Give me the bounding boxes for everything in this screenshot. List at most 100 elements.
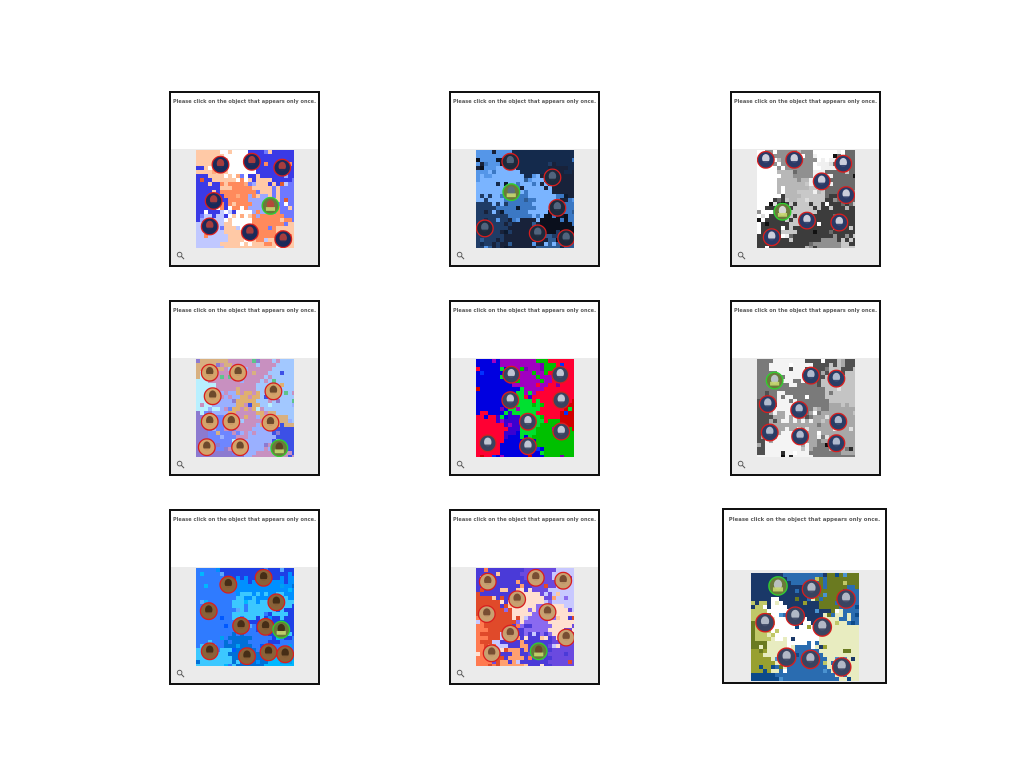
magnifier-icon[interactable] [737, 460, 746, 469]
object-token[interactable] [476, 219, 494, 238]
object-token[interactable] [273, 158, 292, 177]
magnifier-icon[interactable] [176, 460, 185, 469]
object-token[interactable] [267, 593, 286, 612]
object-board[interactable] [476, 150, 574, 248]
unique-object-token[interactable] [773, 202, 792, 221]
object-token[interactable] [552, 391, 571, 410]
object-token[interactable] [211, 155, 230, 174]
object-token[interactable] [538, 603, 557, 622]
magnifier-icon[interactable] [737, 251, 746, 260]
object-token[interactable] [231, 438, 250, 457]
object-token[interactable] [232, 616, 251, 635]
object-token[interactable] [791, 427, 810, 446]
object-token[interactable] [829, 412, 848, 431]
object-token[interactable] [508, 590, 527, 609]
object-token[interactable] [548, 198, 567, 217]
object-token[interactable] [790, 400, 809, 419]
object-token[interactable] [557, 229, 574, 248]
object-token[interactable] [222, 412, 241, 431]
object-token[interactable] [276, 645, 294, 664]
object-token[interactable] [200, 412, 219, 431]
object-board[interactable] [757, 150, 855, 248]
object-token[interactable] [785, 606, 806, 627]
object-token[interactable] [812, 172, 831, 191]
object-token[interactable] [259, 643, 278, 662]
object-board[interactable] [196, 150, 294, 248]
object-token[interactable] [776, 647, 797, 668]
object-token[interactable] [482, 644, 501, 663]
object-token[interactable] [502, 365, 521, 384]
object-token[interactable] [254, 568, 273, 587]
unique-object-token[interactable] [768, 576, 788, 596]
magnifier-icon[interactable] [456, 669, 465, 678]
object-token[interactable] [798, 211, 816, 230]
object-token[interactable] [757, 150, 775, 169]
object-token[interactable] [812, 617, 833, 637]
object-token[interactable] [204, 191, 223, 210]
magnifier-icon[interactable] [176, 251, 185, 260]
object-board[interactable] [476, 568, 574, 666]
object-token[interactable] [237, 647, 256, 666]
object-token[interactable] [229, 363, 248, 382]
object-token[interactable] [518, 437, 537, 456]
object-token[interactable] [837, 186, 855, 205]
object-token[interactable] [501, 152, 520, 171]
object-token[interactable] [526, 568, 545, 587]
object-token[interactable] [242, 152, 261, 171]
object-token[interactable] [219, 575, 238, 594]
object-token[interactable] [762, 228, 781, 247]
captcha-panel-7: Please click on the object that appears … [169, 509, 320, 685]
object-token[interactable] [785, 150, 804, 169]
object-token[interactable] [760, 423, 779, 442]
object-token[interactable] [478, 434, 497, 453]
unique-object-token[interactable] [261, 196, 280, 215]
object-token[interactable] [554, 571, 573, 590]
magnifier-icon[interactable] [176, 669, 185, 678]
object-token[interactable] [758, 395, 777, 414]
object-token[interactable] [200, 642, 219, 661]
object-token[interactable] [199, 602, 218, 621]
object-token[interactable] [834, 154, 853, 173]
object-token[interactable] [203, 387, 222, 406]
object-board[interactable] [196, 568, 294, 666]
object-token[interactable] [543, 168, 562, 187]
object-token[interactable] [274, 230, 293, 248]
object-token[interactable] [197, 438, 216, 457]
object-token[interactable] [200, 217, 219, 236]
object-token[interactable] [827, 369, 846, 388]
object-token[interactable] [200, 363, 219, 382]
object-board[interactable] [757, 359, 855, 457]
object-board[interactable] [476, 359, 574, 457]
captcha-panel-4: Please click on the object that appears … [169, 300, 320, 476]
object-token[interactable] [801, 579, 822, 600]
object-token[interactable] [528, 224, 547, 243]
object-token[interactable] [261, 413, 280, 432]
magnifier-icon[interactable] [456, 251, 465, 260]
object-token[interactable] [827, 434, 846, 453]
object-token[interactable] [552, 422, 571, 441]
object-board[interactable] [751, 573, 859, 681]
unique-object-token[interactable] [270, 439, 289, 457]
object-token[interactable] [501, 624, 520, 643]
object-board[interactable] [196, 359, 294, 457]
object-token[interactable] [800, 649, 821, 670]
unique-object-token[interactable] [529, 642, 548, 661]
object-token[interactable] [551, 365, 570, 384]
unique-object-token[interactable] [272, 620, 291, 639]
object-token[interactable] [801, 366, 820, 385]
object-token[interactable] [830, 213, 849, 232]
object-token[interactable] [831, 657, 852, 677]
object-token[interactable] [501, 391, 520, 410]
object-token[interactable] [477, 605, 496, 624]
object-token[interactable] [836, 589, 856, 609]
object-token[interactable] [557, 628, 574, 647]
unique-object-token[interactable] [765, 371, 784, 390]
object-token[interactable] [478, 572, 497, 591]
object-token[interactable] [240, 223, 259, 242]
object-token[interactable] [256, 617, 275, 636]
unique-object-token[interactable] [502, 183, 521, 202]
magnifier-icon[interactable] [456, 460, 465, 469]
object-token[interactable] [518, 412, 537, 431]
object-token[interactable] [264, 382, 283, 401]
object-token[interactable] [755, 612, 775, 633]
